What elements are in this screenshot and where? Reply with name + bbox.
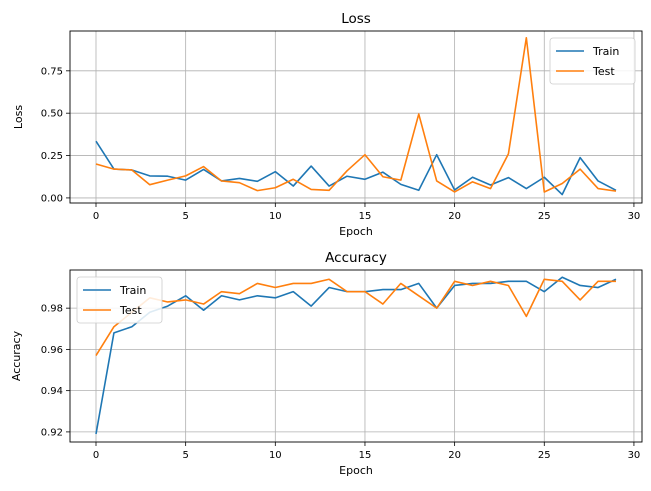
x-tick-label: 5 [182,211,188,222]
y-tick-label: 0.98 [41,304,63,315]
legend-label-test: Test [592,65,615,78]
legend-label-test: Test [119,304,142,317]
x-tick-label: 30 [628,211,641,222]
legend-label-train: Train [119,284,146,297]
x-tick-label: 20 [448,211,461,222]
x-tick-label: 15 [359,211,372,222]
legend: Train Test [549,37,636,85]
x-tick-label: 0 [93,211,99,222]
chart-title: Accuracy [325,250,387,266]
x-tick-label: 15 [359,450,372,461]
y-tick-label: 0.94 [41,386,63,397]
y-axis-label: Loss [12,105,25,129]
legend-box [549,37,636,85]
subplot-accuracy: 0 5 10 15 20 25 30 0.92 0.94 0.96 0.98 Accuracy Epoc… [10,250,643,477]
x-tick-label: 10 [269,450,282,461]
series-line-test [95,278,616,357]
x-tick-label: 0 [93,450,99,461]
x-tick-label: 25 [538,450,551,461]
y-tick-label: 0.00 [41,193,63,204]
legend-label-train: Train [592,45,619,58]
legend-box [76,276,163,324]
x-tick-label: 5 [182,450,188,461]
x-tick-label: 25 [538,211,551,222]
chart-title: Loss [341,11,371,27]
series-line-train [95,140,617,196]
axes-frame [69,269,643,443]
x-tick-label: 20 [448,450,461,461]
y-tick-label: 0.25 [41,151,63,162]
axes-frame [69,30,643,204]
legend: Train Test [76,276,163,324]
x-tick-label: 10 [269,211,282,222]
y-tick-label: 0.75 [41,66,63,77]
x-axis-label: Epoch [339,464,373,477]
y-tick-label: 0.92 [41,427,63,438]
subplot-loss: 0 5 10 15 20 25 30 0.00 0.25 0.50 0.75 Loss Epoch Los… [12,11,643,238]
y-tick-label: 0.50 [41,109,63,120]
y-tick-label: 0.96 [41,345,63,356]
y-axis-label: Accuracy [10,330,23,381]
series-line-test [95,36,617,193]
x-axis-label: Epoch [339,225,373,238]
x-tick-label: 30 [628,450,641,461]
